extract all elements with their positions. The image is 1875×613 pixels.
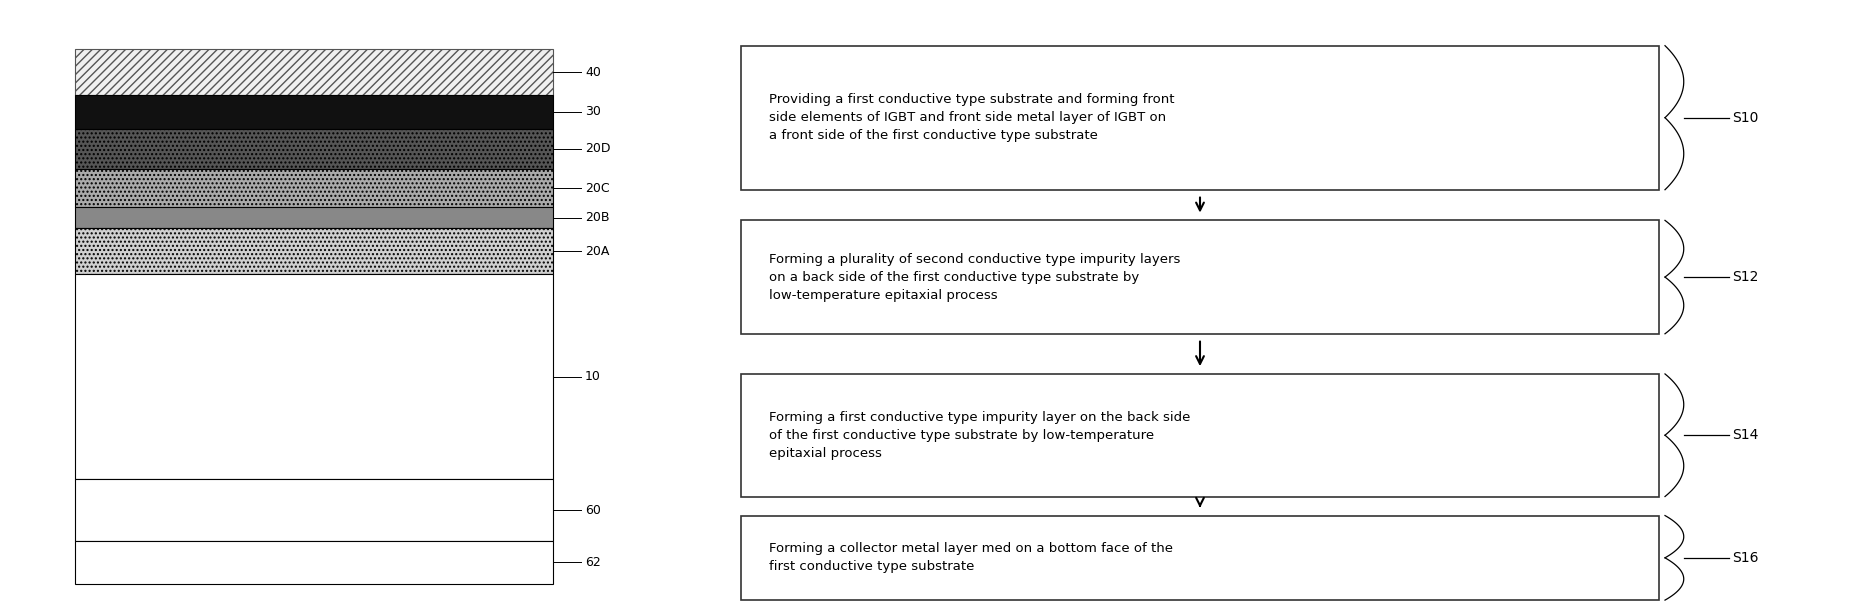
Bar <box>75 95 553 129</box>
Text: 20D: 20D <box>585 142 611 156</box>
Bar <box>741 374 1659 497</box>
Text: 10: 10 <box>585 370 600 383</box>
Bar <box>75 479 553 541</box>
Text: 20C: 20C <box>585 181 609 195</box>
Text: Providing a first conductive type substrate and forming front
side elements of I: Providing a first conductive type substr… <box>769 93 1174 142</box>
Bar <box>75 129 553 169</box>
Bar <box>75 274 553 479</box>
Bar <box>741 220 1659 333</box>
Bar <box>741 516 1659 600</box>
Text: S16: S16 <box>1732 551 1759 565</box>
Text: S12: S12 <box>1732 270 1759 284</box>
Bar <box>75 207 553 228</box>
Text: Forming a collector metal layer med on a bottom face of the
first conductive typ: Forming a collector metal layer med on a… <box>769 543 1172 573</box>
Text: 60: 60 <box>585 503 600 517</box>
Text: 20B: 20B <box>585 211 609 224</box>
Text: S10: S10 <box>1732 111 1759 124</box>
Bar <box>75 169 553 207</box>
Bar <box>741 45 1659 189</box>
Text: S14: S14 <box>1732 428 1759 442</box>
Text: 62: 62 <box>585 555 600 569</box>
Text: 40: 40 <box>585 66 600 78</box>
Bar <box>75 541 553 584</box>
Text: 20A: 20A <box>585 245 609 257</box>
Bar <box>75 228 553 274</box>
Bar <box>75 49 553 95</box>
Text: 30: 30 <box>585 105 600 118</box>
Text: Forming a first conductive type impurity layer on the back side
of the first con: Forming a first conductive type impurity… <box>769 411 1191 460</box>
Text: Forming a plurality of second conductive type impurity layers
on a back side of : Forming a plurality of second conductive… <box>769 253 1179 302</box>
